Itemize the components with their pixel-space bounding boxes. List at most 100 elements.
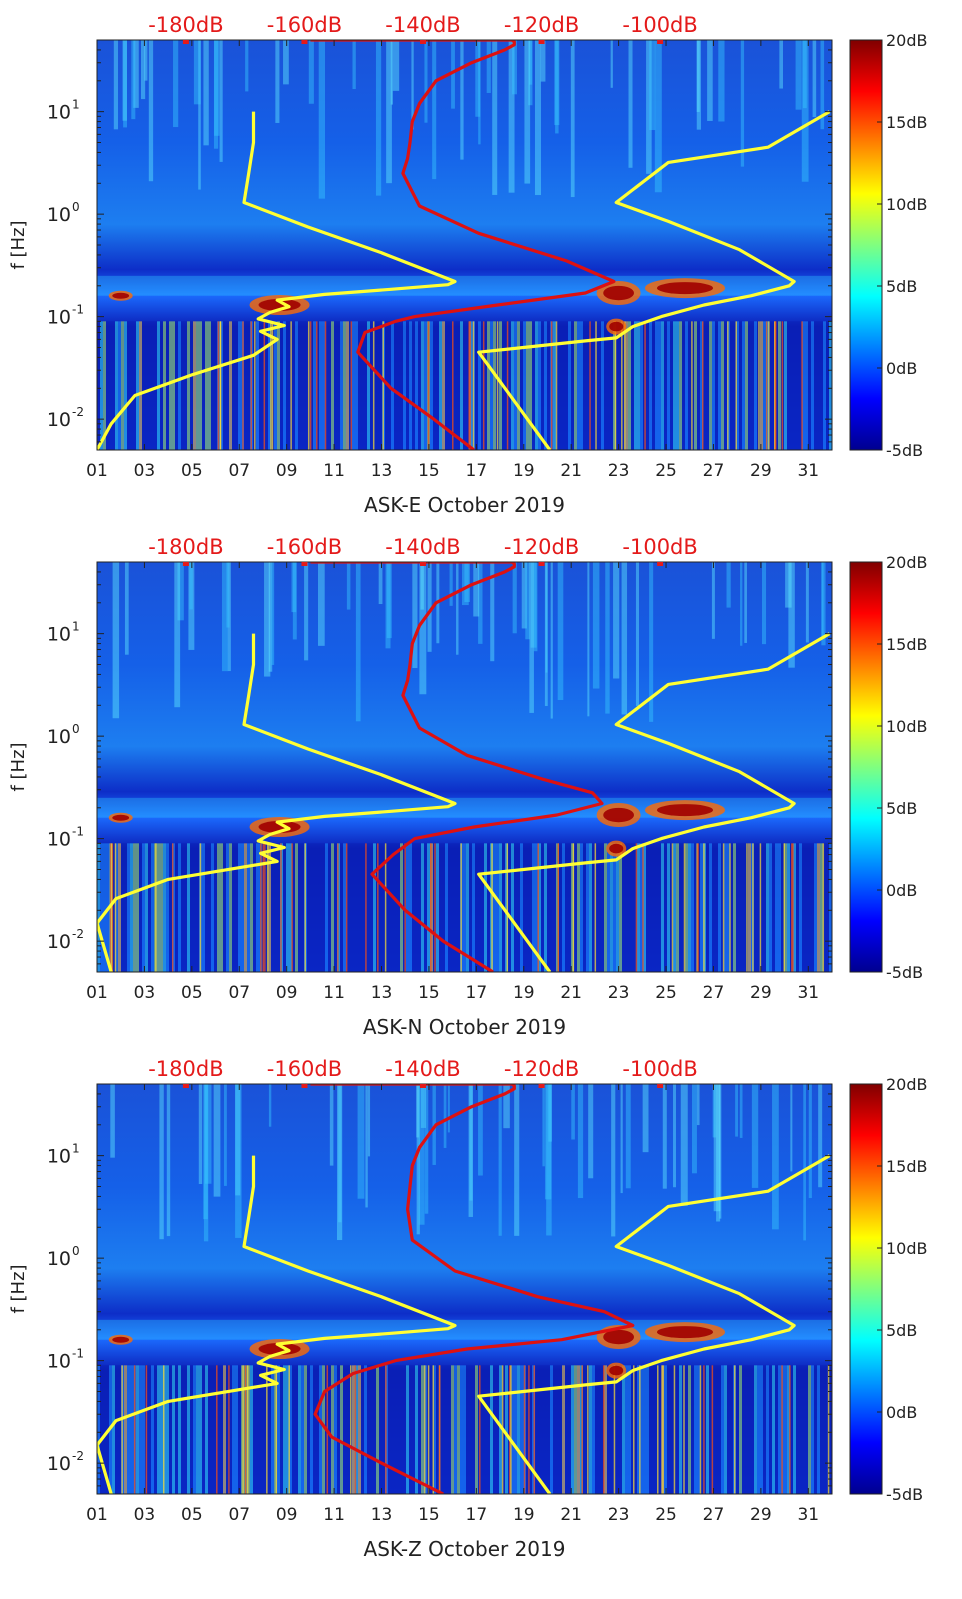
texture-streak xyxy=(110,1084,115,1158)
colorbar-tick-label: 5dB xyxy=(886,1321,917,1340)
texture-column xyxy=(436,843,439,972)
texture-column xyxy=(601,1365,604,1494)
texture-column xyxy=(223,1365,226,1494)
texture-streak xyxy=(611,1084,616,1237)
top-axis-label: -180dB xyxy=(148,535,223,559)
texture-column xyxy=(118,843,121,972)
texture-event-line xyxy=(696,843,698,972)
top-axis-tick xyxy=(301,40,308,44)
texture-streak xyxy=(264,562,271,677)
texture-column xyxy=(406,321,409,450)
texture-column xyxy=(793,843,796,972)
texture-streak xyxy=(588,1084,594,1179)
texture-event-line xyxy=(623,321,626,450)
texture-column xyxy=(376,321,379,450)
texture-streak xyxy=(498,1084,502,1236)
colorbar-tick-label: 5dB xyxy=(886,277,917,296)
texture-column xyxy=(640,321,643,450)
colorbar-tick-label: 0dB xyxy=(886,881,917,900)
texture-column xyxy=(655,843,658,972)
texture-column xyxy=(784,1365,787,1494)
texture-column xyxy=(760,1365,763,1494)
texture-column xyxy=(571,843,574,972)
texture-column xyxy=(745,1365,748,1494)
texture-column xyxy=(565,321,568,450)
texture-column xyxy=(826,1365,829,1494)
top-axis-tick xyxy=(538,1084,545,1088)
texture-streak xyxy=(696,1084,700,1126)
texture-streak xyxy=(420,1084,427,1128)
texture-column xyxy=(466,843,469,972)
texture-column xyxy=(475,843,478,972)
texture-column xyxy=(247,1365,250,1494)
texture-column xyxy=(175,321,178,450)
texture-event-line xyxy=(701,321,704,450)
texture-column xyxy=(709,843,712,972)
texture-column xyxy=(793,1365,796,1494)
texture-column xyxy=(787,321,790,450)
texture-column xyxy=(433,1365,436,1494)
texture-column xyxy=(235,321,238,450)
texture-streak xyxy=(283,40,289,85)
colorbar-tick-label: 20dB xyxy=(886,31,928,50)
texture-column xyxy=(313,1365,316,1494)
texture-event-line xyxy=(801,321,803,450)
texture-column xyxy=(592,321,595,450)
texture-column xyxy=(520,843,523,972)
texture-column xyxy=(187,843,190,972)
texture-column xyxy=(211,321,214,450)
texture-event-line xyxy=(644,321,646,450)
texture-event-line xyxy=(384,843,387,972)
texture-column xyxy=(523,843,526,972)
texture-column xyxy=(784,321,787,450)
texture-column xyxy=(343,1365,346,1494)
panel-1: 01 03 05 07 09 11 13 15 17 19 21 23 25 27 29 3110-210-1… xyxy=(8,13,928,517)
texture-streak xyxy=(795,40,802,110)
texture-column xyxy=(766,321,769,450)
texture-column xyxy=(154,321,157,450)
texture-column xyxy=(595,1365,598,1494)
texture-column xyxy=(667,843,670,972)
texture-column xyxy=(556,843,559,972)
y-tick-exponent: -1 xyxy=(72,825,84,839)
top-axis-tick xyxy=(538,562,545,566)
y-tick-label: 10 xyxy=(47,1453,71,1475)
texture-event-line xyxy=(244,1365,247,1494)
texture-column xyxy=(205,321,208,450)
texture-column xyxy=(520,1365,523,1494)
texture-streak xyxy=(534,40,542,196)
texture-column xyxy=(505,1365,508,1494)
texture-column xyxy=(589,843,592,972)
texture-column xyxy=(805,321,808,450)
texture-column xyxy=(412,321,415,450)
texture-column xyxy=(187,321,190,450)
texture-column xyxy=(538,843,541,972)
texture-column xyxy=(304,321,307,450)
texture-event-line xyxy=(671,843,674,972)
texture-column xyxy=(178,321,181,450)
texture-event-line xyxy=(781,1365,783,1494)
top-axis-tick xyxy=(538,40,545,44)
texture-column xyxy=(232,843,235,972)
texture-streak xyxy=(468,1084,473,1217)
texture-column xyxy=(598,843,601,972)
texture-streak xyxy=(113,40,119,130)
texture-streak xyxy=(790,1084,793,1172)
texture-column xyxy=(193,321,196,450)
top-axis-tick xyxy=(420,40,427,44)
texture-event-line xyxy=(270,321,272,450)
texture-column xyxy=(802,843,805,972)
texture-event-line xyxy=(309,321,312,450)
texture-event-line xyxy=(217,321,220,450)
texture-column xyxy=(472,843,475,972)
texture-column xyxy=(130,321,133,450)
texture-event-line xyxy=(699,1365,702,1494)
texture-event-line xyxy=(242,321,244,450)
texture-column xyxy=(493,843,496,972)
texture-column xyxy=(595,843,598,972)
texture-column xyxy=(478,321,481,450)
x-tick-label: 03 xyxy=(134,1505,156,1525)
texture-column xyxy=(370,1365,373,1494)
panel-2: 01 03 05 07 09 11 13 15 17 19 21 23 25 27 29 3110-210-1… xyxy=(8,535,928,1039)
